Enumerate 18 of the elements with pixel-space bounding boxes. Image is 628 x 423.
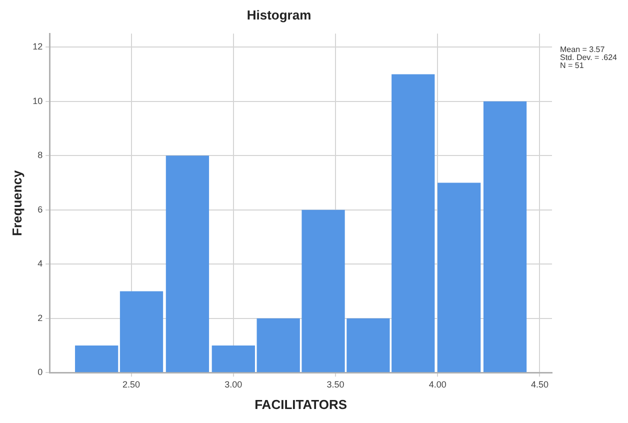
y-tick-label: 0 [38,367,43,378]
y-tick-label: 2 [38,312,43,323]
x-tick-label: 4.00 [428,379,446,390]
x-axis-title: FACILITATORS [254,396,348,412]
text: N = 51 [560,60,584,70]
text: Std. Dev. = .624 [560,52,618,62]
y-tick-label: 12 [32,42,43,52]
y-tick-label: 6 [38,204,43,214]
x-tick-label: 2.50 [122,379,140,390]
y-axis-title: Frequency [9,169,24,236]
x-tick-label: 3.50 [326,379,344,390]
text: Mean = 3.57 [560,44,606,54]
y-tick-label: 4 [38,258,43,269]
x-tick-label: 4.50 [530,379,549,390]
x-tick-label: 3.00 [224,379,242,390]
y-tick-label: 8 [38,150,43,160]
y-tick-label: 10 [32,96,43,106]
chart-title: Histogram [246,7,312,22]
